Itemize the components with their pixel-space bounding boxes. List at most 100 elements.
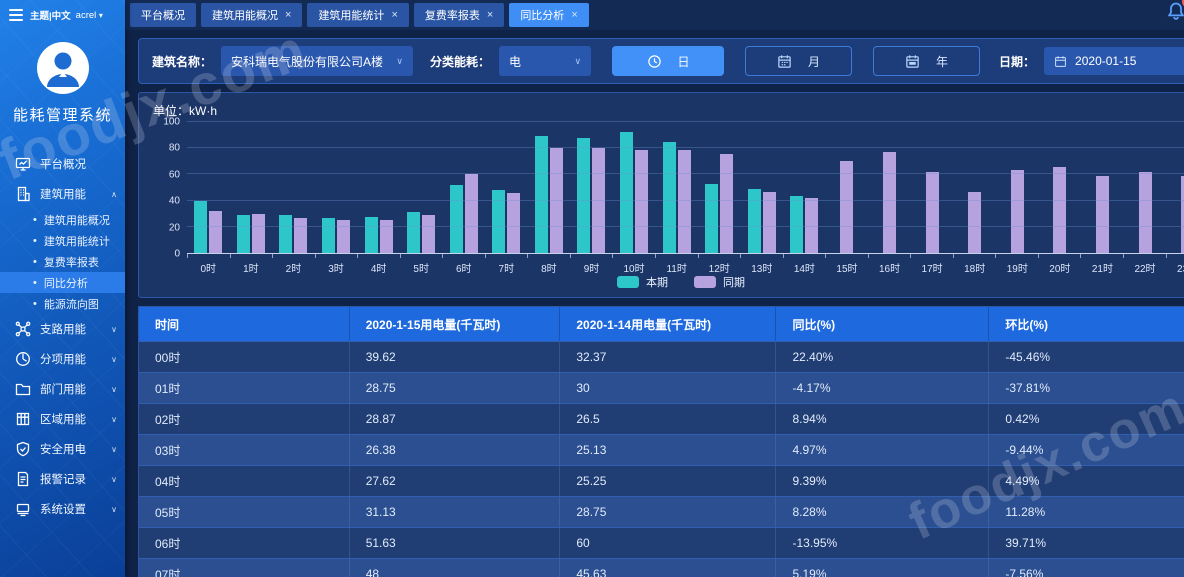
branch-icon [15,321,31,337]
bar-本期-14时[interactable] [790,196,804,253]
bar-本期-8时[interactable] [534,135,548,253]
bar-同期-1时[interactable] [251,213,265,253]
tab-close-icon[interactable]: × [285,9,292,21]
sidebar-subitem-能源流向图[interactable]: • 能源流向图 [0,293,125,314]
tab-close-icon[interactable]: × [486,9,494,21]
topbar-icons: 0 [1166,0,1184,26]
theme-language-label[interactable]: 主题|中文 [30,11,71,22]
bar-同期-20时[interactable] [1053,166,1067,253]
sidebar-item-安全用电[interactable]: 安全用电 ∨ [0,434,125,464]
bar-同期-7时[interactable] [507,193,521,253]
tab-复费率报表[interactable]: 复费率报表 × [413,3,505,27]
tab-建筑用能概况[interactable]: 建筑用能概况 × [201,3,303,27]
table-row-04时[interactable]: 04时 27.62 25.25 9.39% 4.49% [139,465,1184,496]
bar-本期-5时[interactable] [407,212,421,253]
legend-item-同期[interactable]: 同期 [694,274,745,290]
bar-本期-1时[interactable] [236,215,250,253]
sidebar-subitem-同比分析[interactable]: • 同比分析 [0,272,125,293]
sidebar-item-报警记录[interactable]: 报警记录 ∨ [0,464,125,494]
bar-同期-9时[interactable] [592,148,606,253]
x-axis-tick-label: 9时 [583,264,600,275]
bar-本期-7时[interactable] [492,190,506,253]
sidebar-item-部门用能[interactable]: 部门用能 ∨ [0,374,125,404]
bar-本期-10时[interactable] [620,131,634,253]
notification-bell-icon[interactable]: 0 [1166,0,1184,26]
bar-同期-2时[interactable] [294,218,308,253]
date-input[interactable]: 2020-01-15 [1044,47,1184,75]
sidebar-item-平台概况[interactable]: 平台概况 [0,149,125,179]
table-row-02时[interactable]: 02时 28.87 26.5 8.94% 0.42% [139,403,1184,434]
bar-同期-14时[interactable] [805,197,819,253]
sidebar-item-label: 报警记录 [40,474,86,486]
sidebar-item-系统设置[interactable]: 系统设置 ∨ [0,494,125,524]
chart-panel: 单位：kW·h 0 20 40 60 80 100 0时 1时 2时 3时 4时 5时 6时 7时 8时 9… [138,92,1184,298]
chevron-down-icon: ∨ [396,55,404,66]
building-select[interactable]: 安科瑞电气股份有限公司A楼 ∨ [221,46,414,76]
sidebar-item-label: 平台概况 [40,159,86,171]
sidebar-item-区域用能[interactable]: 区域用能 ∨ [0,404,125,434]
sidebar-subitem-建筑用能概况[interactable]: • 建筑用能概况 [0,209,125,230]
table-row-01时[interactable]: 01时 28.75 30 -4.17% -37.81% [139,372,1184,403]
bar-本期-6时[interactable] [449,185,463,253]
table-cell: 28.75 [560,497,777,527]
bar-同期-19时[interactable] [1010,170,1024,253]
bar-同期-12时[interactable] [720,154,734,253]
bar-本期-0时[interactable] [194,201,208,253]
sidebar-item-分项用能[interactable]: 分项用能 ∨ [0,344,125,374]
bar-同期-22时[interactable] [1138,172,1152,253]
bar-本期-3时[interactable] [322,218,336,253]
table-cell: -13.95% [776,528,990,558]
avatar[interactable] [36,42,89,94]
bar-同期-17时[interactable] [925,172,939,253]
bar-同期-13时[interactable] [762,192,776,253]
chevron-down-icon: ∨ [111,444,117,454]
bar-同期-5时[interactable] [422,215,436,253]
bar-同期-16时[interactable] [883,152,897,253]
bar-同期-3时[interactable] [337,220,351,253]
bar-同期-0时[interactable] [209,210,223,253]
tab-close-icon[interactable]: × [391,9,398,21]
tab-close-icon[interactable]: × [571,9,578,21]
sidebar-item-建筑用能[interactable]: 建筑用能 ∧ [0,179,125,209]
x-axis-tick-label: 18时 [964,264,986,275]
bar-同期-4时[interactable] [379,219,393,253]
user-menu[interactable]: acrel ▾ [76,10,103,21]
table-row-03时[interactable]: 03时 26.38 25.13 4.97% -9.44% [139,434,1184,465]
table-row-07时[interactable]: 07时 48 45.63 5.19% -7.56% [139,558,1184,577]
sidebar-subitem-建筑用能统计[interactable]: • 建筑用能统计 [0,230,125,251]
bar-同期-8时[interactable] [549,148,563,253]
bar-本期-9时[interactable] [577,138,591,253]
bar-同期-21时[interactable] [1095,175,1109,253]
bar-同期-11时[interactable] [677,149,691,253]
tab-同比分析[interactable]: 同比分析 × [509,3,589,27]
table-cell: 25.13 [560,435,777,465]
bar-本期-13时[interactable] [747,188,761,253]
sidebar-item-支路用能[interactable]: 支路用能 ∨ [0,314,125,344]
table-row-05时[interactable]: 05时 31.13 28.75 8.28% 11.28% [139,496,1184,527]
bar-同期-10时[interactable] [635,150,649,253]
bullet-icon: • [33,297,37,310]
tab-平台概况[interactable]: 平台概况 [130,3,196,27]
bar-本期-12时[interactable] [705,184,719,253]
period-year-button[interactable]: 年 [873,46,981,76]
x-axis-tick-label: 14时 [793,264,815,275]
table-row-06时[interactable]: 06时 51.63 60 -13.95% 39.71% [139,527,1184,558]
bar-同期-15时[interactable] [840,161,854,253]
bar-同期-6时[interactable] [464,174,478,253]
bar-本期-11时[interactable] [662,141,676,253]
chevron-down-icon: ∨ [111,504,117,514]
sidebar-subitem-复费率报表[interactable]: • 复费率报表 [0,251,125,272]
sidebar-subitem-label: 建筑用能统计 [43,235,110,248]
bar-同期-18时[interactable] [968,192,982,253]
legend-item-本期[interactable]: 本期 [617,274,668,290]
period-day-button[interactable]: 日 [612,46,725,76]
tab-建筑用能统计[interactable]: 建筑用能统计 × [307,3,409,27]
category-select[interactable]: 电 ∨ [499,46,592,76]
table-row-00时[interactable]: 00时 39.62 32.37 22.40% -45.46% [139,341,1184,372]
bar-本期-2时[interactable] [279,215,293,253]
hamburger-menu-icon[interactable] [9,9,23,21]
period-month-button[interactable]: 月 [745,46,853,76]
bar-本期-4时[interactable] [364,216,378,253]
chart-x-ticks [187,254,1184,258]
bar-同期-23时[interactable] [1181,176,1184,253]
